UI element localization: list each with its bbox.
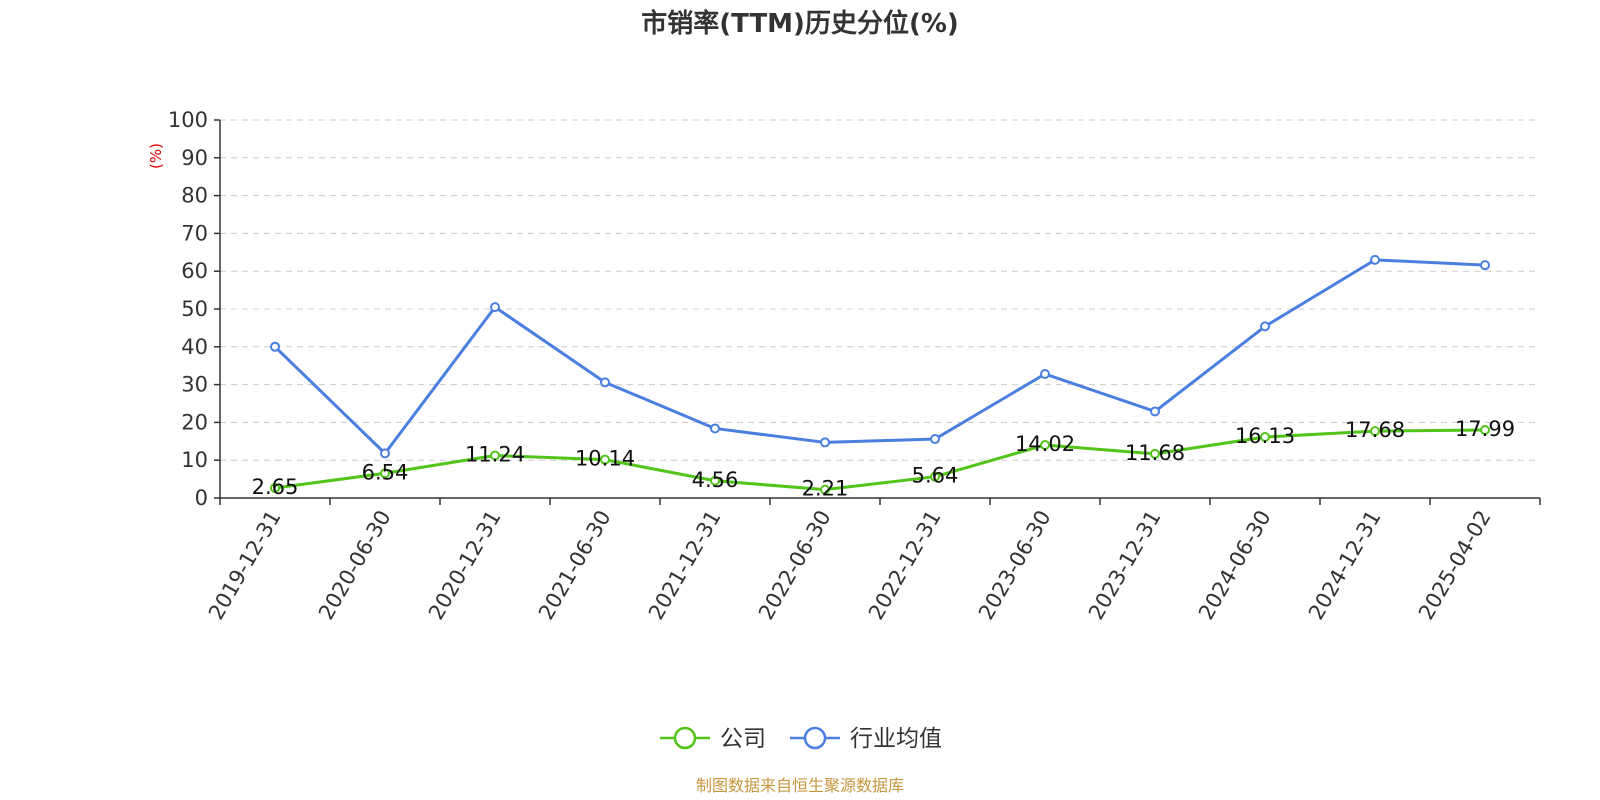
x-tick-label: 2022-12-31 [864,506,946,624]
company-data-label: 11.68 [1125,441,1185,465]
company-data-point [600,454,610,465]
legend-company-marker [673,726,697,750]
company-data-label: 6.54 [362,460,409,484]
company-data-label: 5.64 [912,464,959,488]
legend-item-industry[interactable]: 行业均值 [790,726,942,752]
x-tick-label: 2020-12-31 [424,506,506,624]
source-note: 制图数据来自恒生聚源数据库 [696,776,904,795]
x-tick-label: 2023-12-31 [1084,506,1166,624]
x-tick-label: 2021-12-31 [644,506,726,624]
company-data-label: 17.99 [1455,417,1515,441]
company-data-label: 4.56 [692,468,739,492]
legend-company-label: 公司 [720,726,766,752]
y-axis-unit-label: (%) [147,143,165,169]
industry-data-point [1370,254,1380,265]
company-data-point [930,471,940,482]
industry-data-point [380,448,390,459]
company-data-label: 14.02 [1015,432,1075,456]
industry-data-point [1260,321,1270,332]
y-tick-label: 40 [181,335,208,359]
industry-data-point [710,423,720,434]
y-tick-label: 0 [195,486,208,510]
y-tick-label: 100 [168,108,208,132]
grid-lines [220,119,1540,461]
legend-industry-label: 行业均值 [850,726,942,752]
legend: 公司 行业均值 [660,726,942,752]
chart-title: 市销率(TTM)历史分位(%) [641,8,959,39]
y-tick-label: 50 [181,297,208,321]
y-tick-label: 70 [181,221,208,245]
company-data-point [1370,426,1380,437]
y-tick-label: 60 [181,259,208,283]
company-data-point [380,468,390,479]
company-data-point [1260,432,1270,443]
industry-series-line [273,258,1486,455]
company-data-point [270,482,280,493]
x-tick-label: 2024-12-31 [1304,506,1386,624]
company-data-label: 11.24 [465,443,525,467]
industry-data-point [490,302,500,313]
legend-industry-marker [803,726,827,750]
y-tick-label: 30 [181,373,208,397]
x-tick-label: 2025-04-02 [1414,506,1496,624]
company-data-point [820,484,830,495]
industry-data-point [1150,406,1160,417]
company-data-label: 2.65 [252,475,299,499]
industry-data-point [930,434,940,445]
y-tick-label: 90 [181,146,208,170]
company-data-point [1150,448,1160,459]
x-tick-label: 2023-06-30 [974,506,1056,624]
axes: 0 10 20 30 40 50 60 70 80 90 100 2019-12-31 2020-06-… [168,108,1541,624]
industry-data-point [1480,260,1490,271]
x-tick-label: 2019-12-31 [204,506,286,624]
company-data-point [490,450,500,461]
series-lines [270,254,1490,495]
industry-data-point [820,437,830,448]
y-tick-label: 80 [181,184,208,208]
y-tick-label: 10 [181,448,208,472]
company-data-point [1480,424,1490,435]
x-tick-label: 2021-06-30 [534,506,616,624]
industry-data-point [1040,369,1050,380]
company-series-line [274,428,1486,492]
x-tick-label: 2022-06-30 [754,506,836,624]
industry-data-point [600,377,610,388]
company-data-point [710,475,720,486]
y-tick-label: 20 [181,410,208,434]
company-data-label: 17.68 [1345,418,1405,442]
industry-data-point [270,341,280,352]
legend-item-company[interactable]: 公司 [660,726,766,752]
company-data-label: 2.21 [802,477,849,501]
data-labels: 2.65 6.54 11.24 10.14 4.56 2.21 5.64 14.02 11.68… [252,417,1515,501]
company-data-label: 10.14 [575,447,635,471]
x-tick-label: 2020-06-30 [314,506,396,624]
company-data-point [1040,440,1050,451]
x-tick-label: 2024-06-30 [1194,506,1276,624]
company-data-label: 16.13 [1235,424,1295,448]
